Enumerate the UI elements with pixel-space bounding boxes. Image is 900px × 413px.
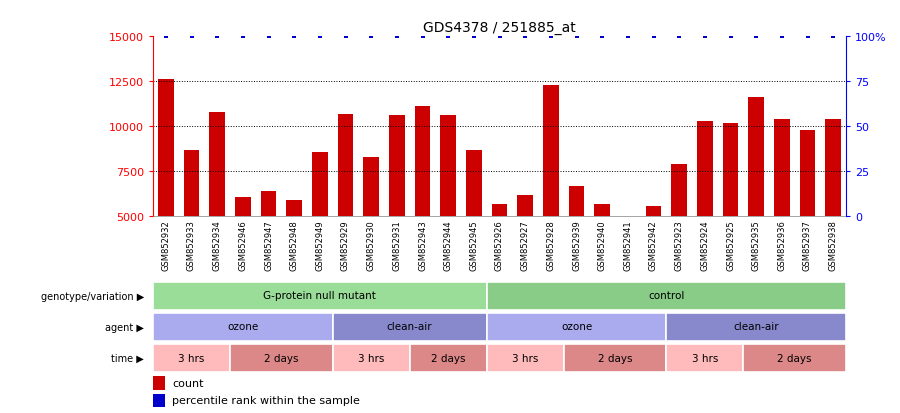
Text: clean-air: clean-air [387, 322, 433, 332]
Text: GSM852937: GSM852937 [803, 220, 812, 271]
Text: time ▶: time ▶ [112, 353, 144, 363]
Text: GSM852925: GSM852925 [726, 220, 735, 271]
Bar [210, 113, 225, 217]
Bar [671, 165, 687, 217]
Bar [333, 344, 410, 372]
Bar [646, 206, 662, 217]
Bar [153, 376, 166, 389]
Text: percentile rank within the sample: percentile rank within the sample [173, 396, 360, 406]
Bar [774, 120, 789, 217]
Text: control: control [648, 291, 685, 301]
Bar [825, 120, 841, 217]
Text: GSM852939: GSM852939 [572, 220, 581, 271]
Bar [749, 98, 764, 217]
Bar [338, 114, 353, 217]
Bar [158, 80, 174, 217]
Bar [415, 107, 430, 217]
Bar [487, 313, 666, 341]
Text: GSM852946: GSM852946 [238, 220, 248, 271]
Bar [184, 150, 199, 217]
Bar [286, 201, 302, 217]
Text: 2 days: 2 days [598, 353, 632, 363]
Bar [364, 157, 379, 217]
Text: count: count [173, 378, 204, 388]
Text: GSM852924: GSM852924 [700, 220, 709, 271]
Text: GSM852936: GSM852936 [778, 220, 787, 271]
Text: GSM852933: GSM852933 [187, 220, 196, 271]
Bar [333, 313, 487, 341]
Bar [595, 204, 610, 217]
Text: 3 hrs: 3 hrs [178, 353, 204, 363]
Bar [235, 197, 250, 217]
Text: 3 hrs: 3 hrs [358, 353, 384, 363]
Bar [389, 116, 404, 217]
Text: GSM852927: GSM852927 [521, 220, 530, 271]
Bar [491, 204, 508, 217]
Text: GSM852923: GSM852923 [675, 220, 684, 271]
Text: GSM852949: GSM852949 [315, 220, 324, 271]
Bar [563, 344, 666, 372]
Text: GSM852929: GSM852929 [341, 220, 350, 271]
Text: GSM852932: GSM852932 [161, 220, 170, 271]
Bar [153, 282, 487, 310]
Text: GSM852943: GSM852943 [418, 220, 427, 271]
Bar [487, 344, 563, 372]
Bar [666, 344, 743, 372]
Text: 3 hrs: 3 hrs [512, 353, 538, 363]
Bar [410, 344, 487, 372]
Text: GSM852942: GSM852942 [649, 220, 658, 271]
Text: genotype/variation ▶: genotype/variation ▶ [40, 291, 144, 301]
Bar [698, 121, 713, 217]
Text: GSM852930: GSM852930 [366, 220, 375, 271]
Text: clean-air: clean-air [734, 322, 779, 332]
Bar [466, 150, 482, 217]
Bar [312, 152, 328, 217]
Bar [743, 344, 846, 372]
Bar [440, 116, 456, 217]
Text: 2 days: 2 days [778, 353, 812, 363]
Bar [230, 344, 333, 372]
Text: GSM852926: GSM852926 [495, 220, 504, 271]
Bar [723, 123, 738, 217]
Bar [800, 131, 815, 217]
Bar [518, 195, 533, 217]
Text: GSM852948: GSM852948 [290, 220, 299, 271]
Bar [153, 344, 230, 372]
Bar [261, 192, 276, 217]
Text: GSM852947: GSM852947 [264, 220, 273, 271]
Text: G-protein null mutant: G-protein null mutant [264, 291, 376, 301]
Bar [543, 85, 559, 217]
Text: GSM852938: GSM852938 [829, 220, 838, 271]
Bar [153, 394, 166, 407]
Text: GSM852935: GSM852935 [752, 220, 760, 271]
Bar [666, 313, 846, 341]
Text: ozone: ozone [561, 322, 592, 332]
Text: 3 hrs: 3 hrs [691, 353, 718, 363]
Text: GSM852928: GSM852928 [546, 220, 555, 271]
Text: GSM852944: GSM852944 [444, 220, 453, 271]
Text: GSM852941: GSM852941 [624, 220, 633, 271]
Bar [620, 217, 635, 292]
Text: GSM852934: GSM852934 [212, 220, 221, 271]
Text: agent ▶: agent ▶ [105, 322, 144, 332]
Bar [487, 282, 846, 310]
Text: 2 days: 2 days [431, 353, 465, 363]
Text: GSM852931: GSM852931 [392, 220, 401, 271]
Text: GSM852940: GSM852940 [598, 220, 607, 271]
Text: 2 days: 2 days [264, 353, 299, 363]
Text: ozone: ozone [227, 322, 258, 332]
Text: GSM852945: GSM852945 [469, 220, 478, 271]
Bar [153, 313, 333, 341]
Title: GDS4378 / 251885_at: GDS4378 / 251885_at [423, 21, 576, 35]
Bar [569, 186, 584, 217]
